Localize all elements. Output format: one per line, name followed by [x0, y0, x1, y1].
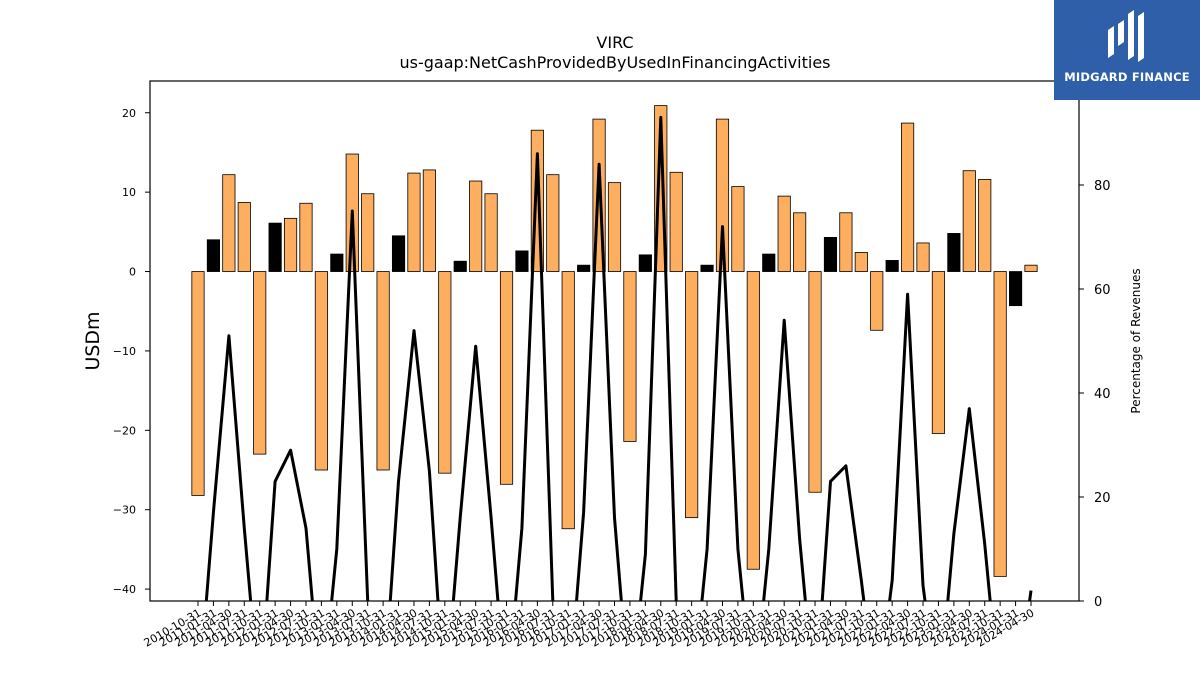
bar-2015-10-31 [499, 271, 514, 485]
bar-2021-10-31 [870, 271, 884, 331]
bar-2013-07-31 [361, 193, 375, 272]
bar-2024-01-31 [1009, 271, 1023, 307]
bar-2011-04-30 [222, 174, 236, 272]
y2-tick-label: 20 [1094, 491, 1111, 506]
bar-2019-04-30 [715, 118, 730, 272]
bar-2021-04-30 [839, 212, 853, 272]
bar-2023-04-30 [962, 170, 976, 272]
bar-2022-04-30 [901, 122, 915, 272]
bar-2020-01-31 [762, 253, 776, 272]
bar-2015-07-31 [484, 193, 498, 272]
bar-2012-07-31 [299, 202, 313, 272]
bar-2019-10-31 [746, 271, 760, 570]
bar-2017-07-31 [607, 182, 622, 272]
bar-2018-10-31 [685, 271, 699, 519]
bar-2018-01-31 [638, 254, 652, 272]
bar-2023-01-31 [947, 233, 961, 272]
y2-axis: 0 20 40 60 80 [1079, 179, 1111, 610]
y-tick-label: −30 [113, 504, 136, 517]
y-axis-label: USDm [82, 311, 104, 370]
bar-2014-04-30 [407, 172, 421, 272]
bar-2022-01-31 [885, 260, 899, 272]
y-tick-label: −20 [113, 424, 136, 437]
bar-2021-01-31 [823, 236, 838, 272]
bar-2016-10-31 [561, 271, 575, 530]
y2-tick-label: 0 [1094, 595, 1102, 610]
bar-2012-01-31 [268, 222, 282, 272]
bar-2015-01-31 [453, 260, 467, 272]
y-tick-label: 0 [129, 266, 136, 279]
y-tick-label: 20 [122, 107, 136, 120]
bar-2018-07-31 [669, 171, 683, 272]
bar-2016-07-31 [546, 174, 560, 272]
y2-axis-label: Percentage of Revenues [1129, 268, 1143, 413]
bar-2010-10-31 [191, 271, 205, 496]
bar-2016-01-31 [515, 250, 529, 272]
bar-2014-01-31 [391, 235, 406, 272]
bar-2022-10-31 [931, 271, 946, 434]
y-tick-label: −10 [113, 345, 136, 358]
pct-revenues-line [204, 115, 1033, 601]
bar-2020-07-31 [793, 212, 807, 272]
y-tick-label: 10 [122, 186, 136, 199]
bar-2021-07-31 [854, 252, 868, 272]
bar-2014-10-31 [438, 271, 452, 474]
bar-2017-10-31 [623, 271, 637, 442]
bar-2019-07-31 [731, 186, 745, 272]
bar-2012-10-31 [314, 271, 328, 471]
y-axis: 20 10 0 −10 −20 −30 −40 [113, 107, 150, 596]
bar-2023-10-31 [993, 271, 1007, 577]
bar-2017-01-31 [577, 264, 591, 272]
bar-2013-10-31 [376, 271, 390, 471]
bar-2019-01-31 [700, 264, 714, 272]
bar-2011-01-31 [206, 239, 220, 272]
bar-2012-04-30 [283, 217, 298, 272]
bar-2024-04-30 [1024, 264, 1038, 272]
bar-2023-07-31 [978, 179, 992, 272]
y-tick-label: −40 [113, 583, 136, 596]
line-group [204, 115, 1033, 601]
bars-group [191, 105, 1038, 577]
bar-2020-10-31 [808, 271, 822, 493]
midgard-logo-icon [1108, 10, 1144, 62]
bar-2014-07-31 [422, 169, 436, 272]
chart-title: VIRC [596, 33, 633, 52]
y2-tick-label: 60 [1094, 283, 1111, 298]
x-axis: 2010-10-312011-01-312011-04-302011-07-31… [142, 601, 1037, 650]
bar-2022-07-31 [916, 242, 930, 272]
logo-text: MIDGARD FINANCE [1064, 70, 1190, 84]
y2-tick-label: 40 [1094, 387, 1111, 402]
bar-2013-01-31 [330, 253, 344, 272]
bar-2020-04-30 [777, 195, 791, 272]
bar-2011-10-31 [253, 271, 267, 455]
chart-subtitle: us-gaap:NetCashProvidedByUsedInFinancing… [399, 53, 830, 72]
brand-logo: MIDGARD FINANCE [1054, 0, 1200, 100]
bar-2011-07-31 [237, 202, 251, 272]
y2-tick-label: 80 [1094, 179, 1111, 194]
bar-2015-04-30 [469, 180, 483, 272]
